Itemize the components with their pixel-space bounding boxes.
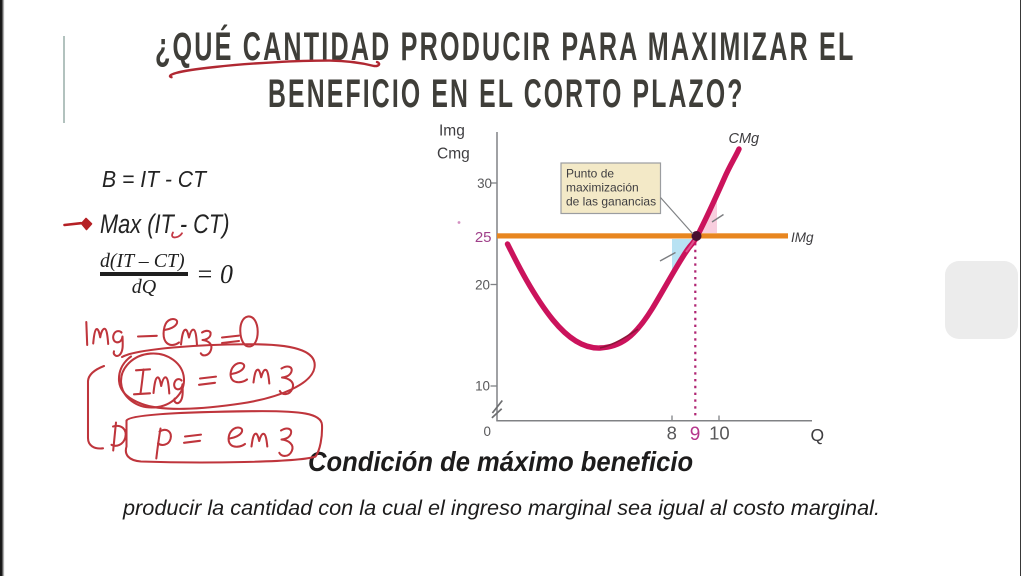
svg-text:CMg: CMg — [729, 131, 760, 147]
svg-text:30: 30 — [477, 176, 492, 191]
svg-text:IMg: IMg — [791, 230, 814, 245]
svg-text:25: 25 — [475, 229, 492, 246]
svg-text:Cmg: Cmg — [437, 146, 470, 163]
svg-text:9: 9 — [690, 424, 701, 445]
svg-text:10: 10 — [709, 423, 730, 444]
svg-text:0: 0 — [484, 424, 491, 439]
svg-text:maximización: maximización — [566, 181, 639, 195]
svg-text:Q: Q — [811, 425, 825, 445]
svg-text:10: 10 — [475, 378, 490, 393]
svg-text:de las ganancias: de las ganancias — [566, 195, 656, 209]
svg-text:Img: Img — [439, 123, 465, 140]
svg-text:20: 20 — [475, 278, 490, 293]
svg-text:Punto de: Punto de — [566, 167, 614, 181]
svg-text:8: 8 — [667, 423, 677, 444]
